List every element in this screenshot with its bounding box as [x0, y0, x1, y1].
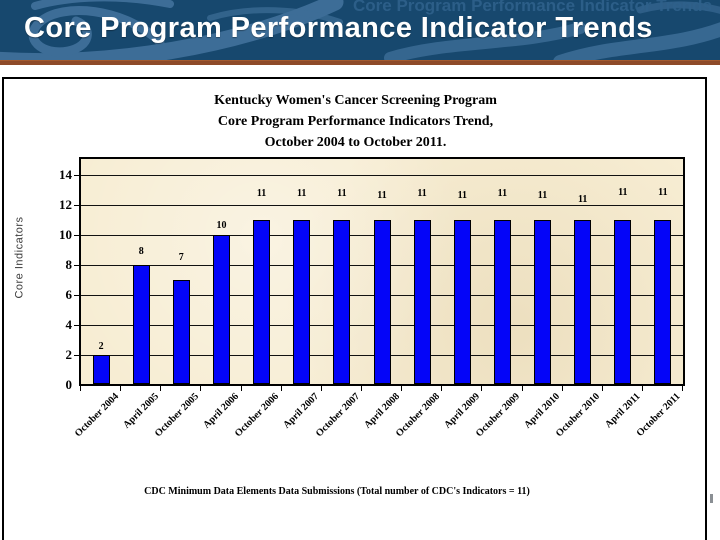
x-axis-tick — [360, 386, 362, 391]
bar-value-label: 11 — [658, 187, 668, 198]
bar — [534, 220, 551, 384]
x-axis-tick — [561, 386, 563, 391]
bar — [92, 355, 110, 384]
bar-value-label: 7 — [178, 252, 184, 263]
rust-divider — [0, 60, 720, 65]
x-axis-tick — [641, 386, 643, 391]
y-axis-tick-label: 0 — [65, 377, 73, 392]
y-axis-tick — [74, 355, 79, 356]
bar — [453, 220, 471, 384]
bar-value-label: 2 — [98, 341, 104, 352]
chart-title-line-3: October 2004 to October 2011. — [264, 135, 447, 150]
bar-value-label: 11 — [377, 190, 387, 201]
bar-value-label: 11 — [457, 190, 468, 201]
x-axis-tick — [441, 386, 443, 391]
x-axis-tick — [481, 386, 483, 391]
y-axis-tick-label: 10 — [59, 227, 72, 242]
x-axis-tick — [682, 386, 683, 391]
bar — [493, 220, 511, 384]
y-axis-title: Core Indicators — [13, 216, 26, 299]
chart-caption: CDC Minimum Data Elements Data Submissio… — [144, 486, 530, 497]
chart-title-block: Kentucky Women's Cancer Screening Progra… — [2, 90, 709, 153]
x-axis-tick — [320, 386, 322, 391]
header-swirl-decoration — [0, 0, 720, 60]
bar — [213, 235, 230, 384]
bar-value-label: 11 — [256, 188, 267, 199]
x-axis-tick — [200, 386, 202, 391]
bar — [413, 220, 431, 384]
bar-value-label: 11 — [497, 188, 508, 199]
bar-value-label: 11 — [577, 194, 588, 205]
x-axis-tick — [240, 386, 242, 391]
x-axis-tick — [280, 386, 282, 391]
chart-title-line-1: Kentucky Women's Cancer Screening Progra… — [214, 93, 497, 108]
y-axis-tick — [74, 325, 79, 326]
bar — [293, 220, 311, 384]
bar — [333, 220, 351, 384]
y-axis-tick-label: 8 — [65, 257, 73, 272]
x-axis-tick — [601, 386, 603, 391]
y-axis-tick — [74, 295, 79, 296]
gridline — [81, 205, 683, 206]
x-axis-tick — [120, 386, 122, 391]
x-axis-tick — [160, 386, 162, 391]
bar — [614, 220, 632, 384]
bar-value-label: 10 — [216, 220, 227, 231]
y-axis-tick-label: 14 — [59, 167, 72, 182]
bar-value-label: 8 — [138, 246, 144, 257]
y-axis-tick-label: 6 — [65, 287, 73, 302]
x-axis-tick — [80, 386, 81, 391]
bar — [253, 220, 271, 384]
gridline — [81, 175, 683, 176]
bar-value-label: 11 — [537, 190, 548, 201]
bar — [574, 220, 592, 384]
x-axis-tick — [521, 386, 523, 391]
x-axis-tick — [401, 386, 403, 391]
y-axis-tick — [74, 235, 79, 236]
header-ghost-text: Core Program Performance Indicator Trend… — [353, 0, 712, 15]
bar — [132, 265, 150, 384]
bar-value-label: 11 — [618, 187, 628, 198]
page-title: Core Program Performance Indicator Trend… — [24, 12, 653, 44]
y-axis-tick — [74, 175, 79, 176]
slide-header: Core Program Performance Indicator Trend… — [0, 0, 720, 60]
y-axis-tick-label: 12 — [59, 197, 72, 212]
y-axis-tick — [74, 265, 79, 266]
y-axis-tick — [74, 205, 79, 206]
bar — [373, 220, 391, 384]
bar-value-label: 11 — [337, 188, 347, 199]
bar-value-label: 11 — [417, 188, 427, 199]
edge-artifact-mark — [710, 494, 713, 503]
bar-value-label: 11 — [296, 188, 307, 199]
y-axis-tick-label: 4 — [65, 317, 73, 332]
y-axis-tick-label: 2 — [65, 347, 73, 362]
chart-title-line-2: Core Program Performance Indicators Tren… — [217, 114, 494, 129]
bar — [172, 280, 190, 384]
bar — [654, 220, 672, 384]
